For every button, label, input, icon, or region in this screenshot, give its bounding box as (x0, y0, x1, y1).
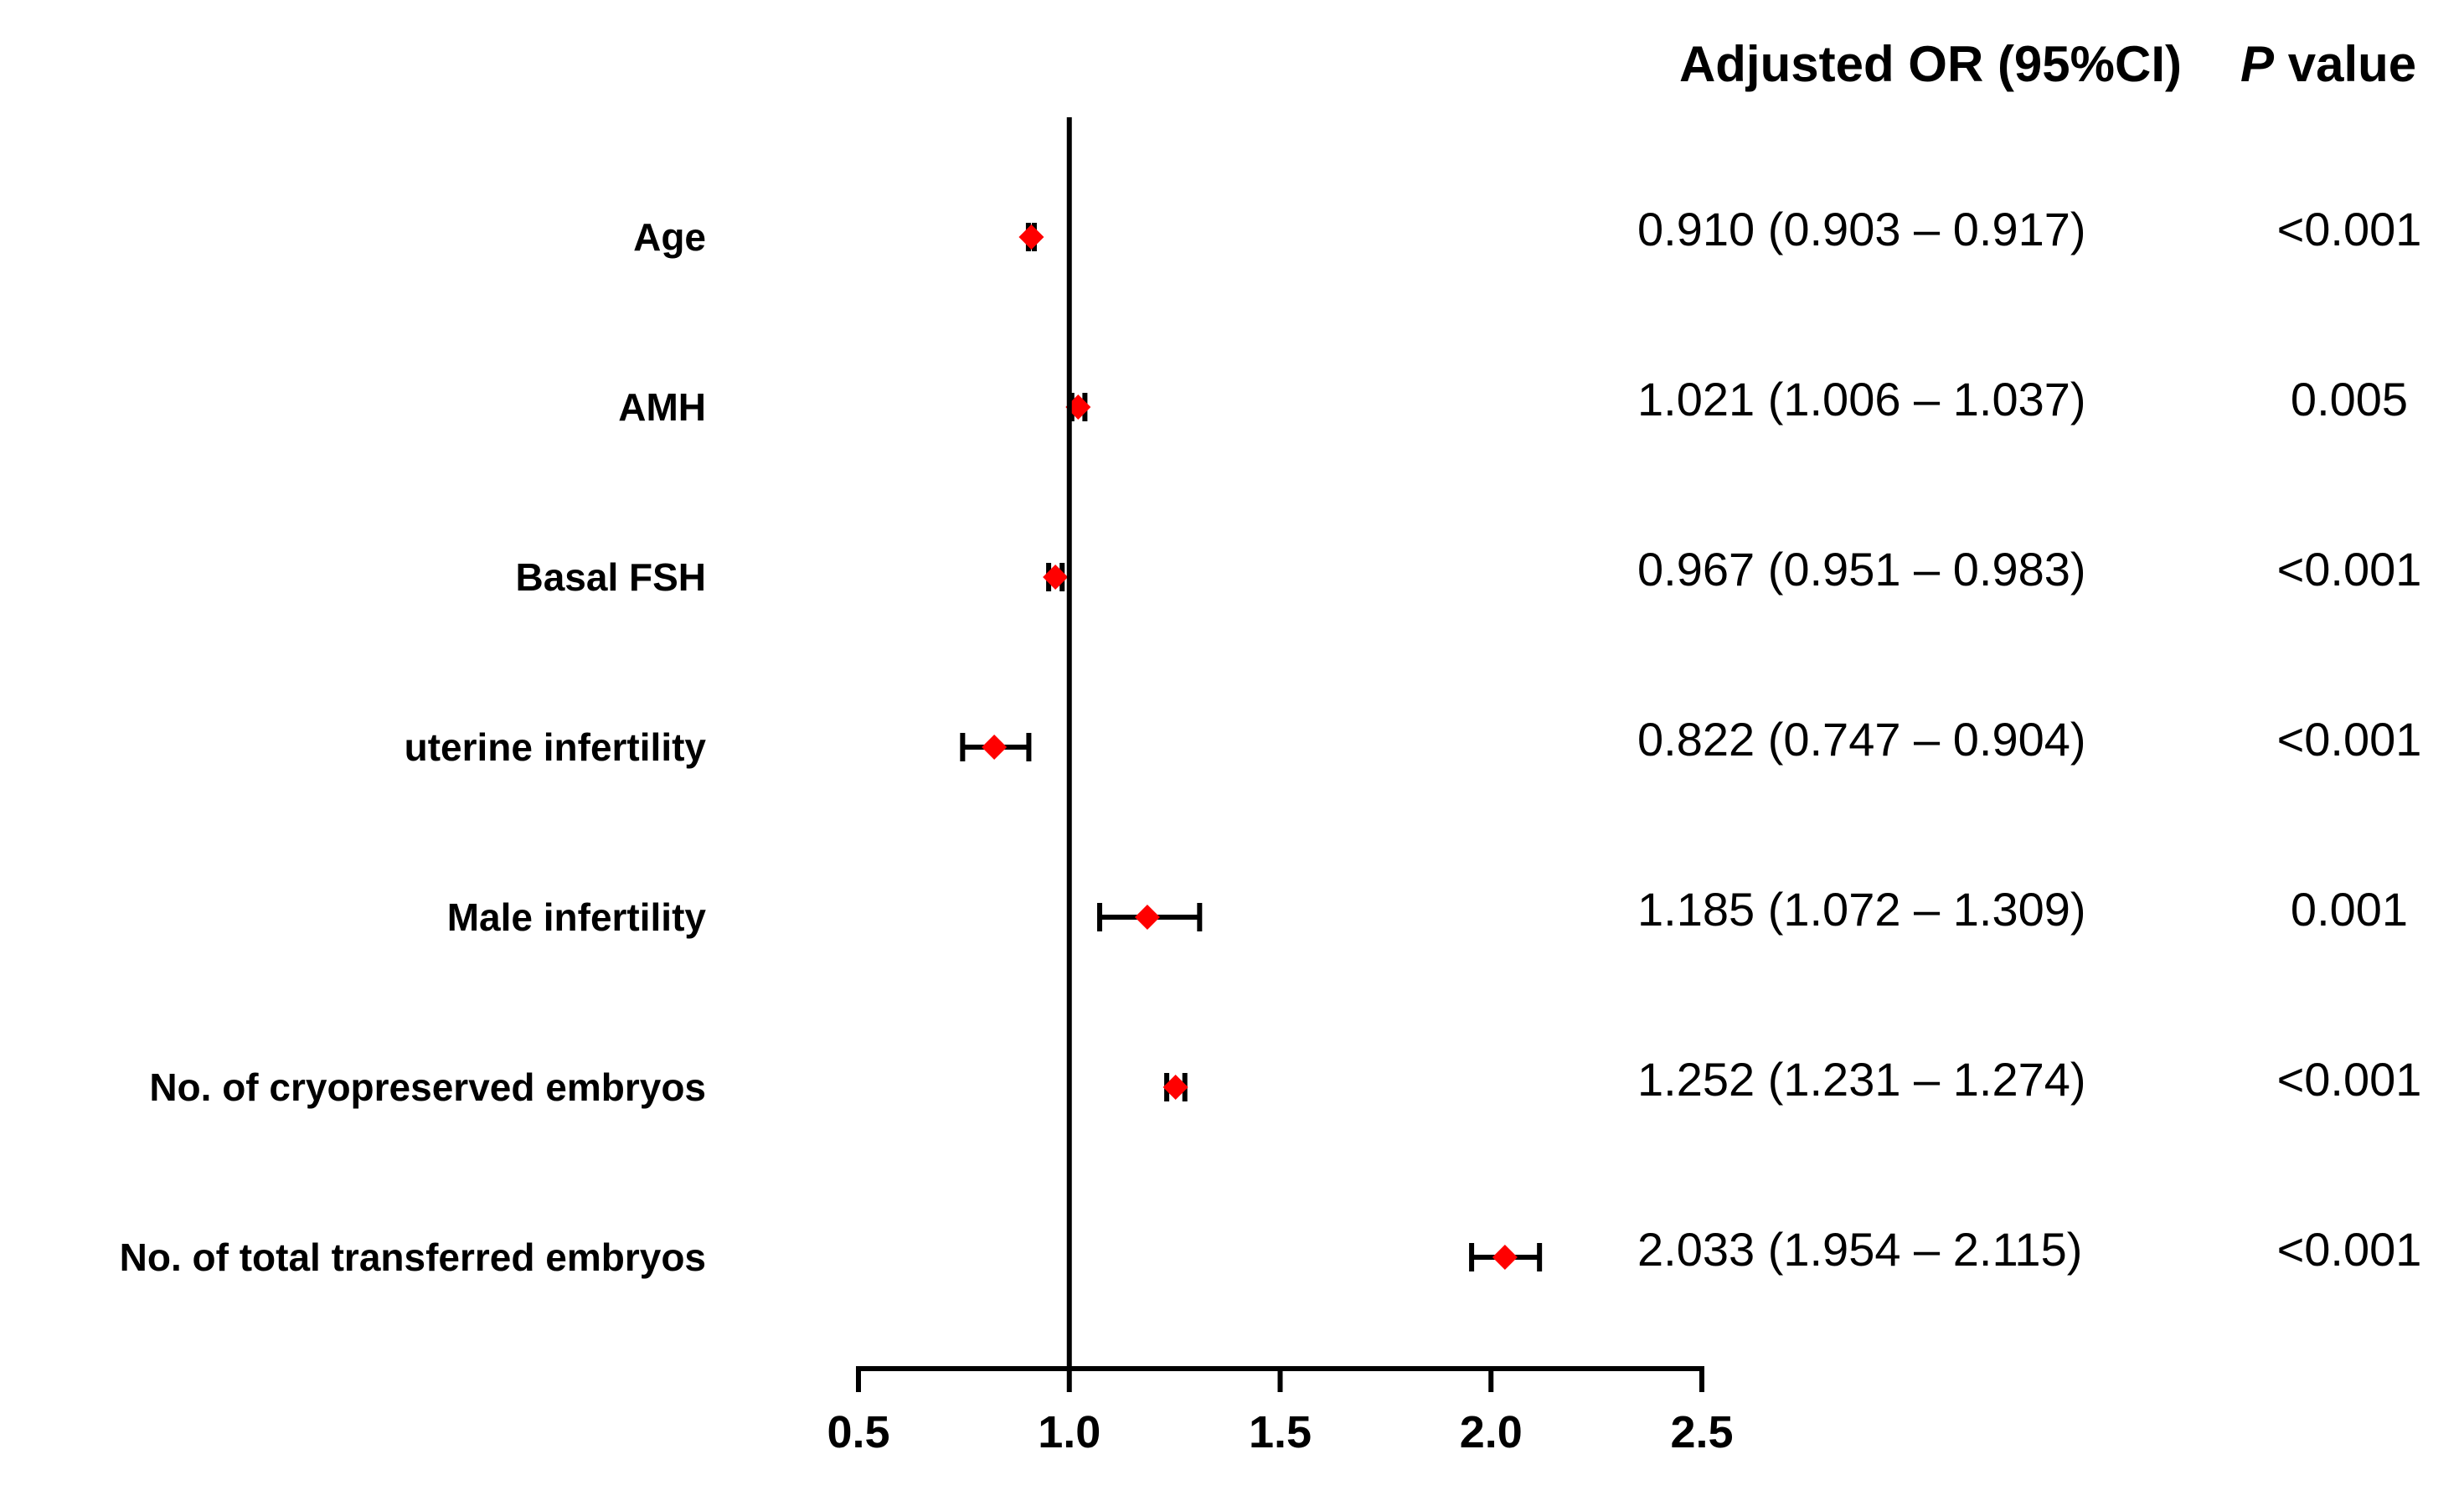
or-ci-text: 0.822 (0.747 – 0.904) (1637, 713, 2086, 766)
p-italic: P (2240, 36, 2275, 92)
forest-row: Male infertility 1.185 (1.072 – 1.309) 0.0… (447, 883, 2408, 939)
or-marker (1065, 395, 1091, 420)
p-value-text: <0.001 (2277, 1223, 2422, 1276)
row-label: Basal FSH (515, 555, 706, 599)
or-ci-text: 1.252 (1.231 – 1.274) (1637, 1053, 2086, 1106)
or-marker (1043, 565, 1069, 590)
or-marker (1018, 224, 1044, 250)
x-tick-label: 1.0 (1038, 1407, 1101, 1457)
or-marker (1162, 1075, 1188, 1100)
row-label: Male infertility (447, 895, 707, 939)
or-ci-text: 1.185 (1.072 – 1.309) (1637, 883, 2086, 936)
or-ci-text: 0.910 (0.903 – 0.917) (1637, 203, 2086, 255)
p-suffix: value (2274, 36, 2416, 92)
x-axis: 0.5 1.0 1.5 2.0 2.5 (827, 117, 1734, 1457)
p-value-text: <0.001 (2277, 1053, 2422, 1106)
row-label: No. of cryopreserved embryos (149, 1065, 706, 1109)
forest-row: No. of total transferred embryos 2.033 (1… (120, 1223, 2422, 1279)
p-value-text: <0.001 (2277, 713, 2422, 766)
p-value-text: <0.001 (2277, 543, 2422, 596)
x-tick-label: 2.5 (1670, 1407, 1733, 1457)
or-marker (1134, 905, 1160, 930)
forest-row: AMH 1.021 (1.006 – 1.037) 0.005 (618, 373, 2408, 429)
row-label: AMH (618, 385, 706, 429)
p-value-column-header: P value (2240, 36, 2416, 92)
or-ci-text: 1.021 (1.006 – 1.037) (1637, 373, 2086, 425)
row-label: Age (633, 215, 706, 259)
row-label: No. of total transferred embryos (120, 1235, 706, 1279)
or-ci-text: 2.033 (1.954 – 2.115) (1637, 1223, 2082, 1276)
row-label: uterine infertility (405, 725, 707, 769)
or-marker (1492, 1245, 1518, 1270)
x-tick-label: 0.5 (827, 1407, 889, 1457)
or-column-header: Adjusted OR (95%CI) (1679, 36, 2182, 92)
forest-row: uterine infertility 0.822 (0.747 – 0.904)… (405, 713, 2422, 769)
x-tick-label: 2.0 (1460, 1407, 1523, 1457)
or-marker (982, 735, 1008, 760)
forest-row: Age 0.910 (0.903 – 0.917) <0.001 (633, 203, 2421, 259)
forest-row: No. of cryopreserved embryos 1.252 (1.231… (149, 1053, 2421, 1109)
forest-row: Basal FSH 0.967 (0.951 – 0.983) <0.001 (515, 543, 2421, 599)
rows: Age 0.910 (0.903 – 0.917) <0.001 AMH 1.021 (… (120, 203, 2422, 1279)
or-ci-text: 0.967 (0.951 – 0.983) (1637, 543, 2086, 596)
p-value-text: 0.001 (2291, 883, 2408, 936)
table-header: Adjusted OR (95%CI) P value (1679, 36, 2416, 92)
p-value-text: 0.005 (2291, 373, 2408, 425)
p-value-text: <0.001 (2277, 203, 2422, 255)
x-tick-label: 1.5 (1249, 1407, 1312, 1457)
